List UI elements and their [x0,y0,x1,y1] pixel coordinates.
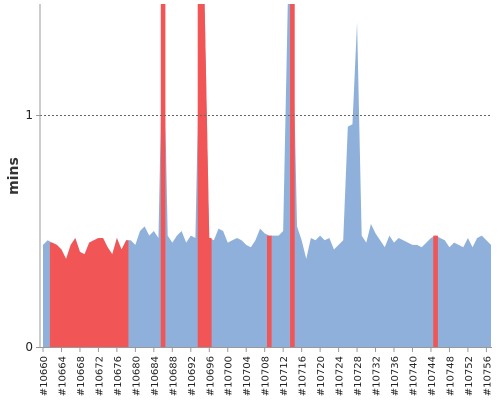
x-tick-label: #10724 [335,356,346,396]
x-tick-label: #10676 [113,356,124,396]
failed-build-segment [160,4,166,347]
duration-area [43,4,491,347]
x-tick-label: #10728 [353,356,364,396]
x-tick-label: #10752 [464,356,475,396]
x-tick-label: #10700 [224,356,235,396]
y-tick-label: 1 [25,108,33,122]
y-tick-label: 0 [25,340,33,354]
x-ticks: #10660 #10664 #10668 #10672 #10676 #10680 #106… [39,348,493,396]
failed-build-segment [290,4,295,347]
y-ticks: 01 [25,108,40,354]
x-tick-label: #10732 [372,356,383,396]
x-tick-label: #10680 [131,356,142,396]
x-tick-label: #10664 [58,356,69,396]
failed-build-segment [267,235,272,347]
x-tick-label: #10716 [298,356,309,396]
x-tick-label: #10692 [187,356,198,396]
x-tick-label: #10736 [390,356,401,396]
plot-area [43,4,491,347]
x-tick-label: #10668 [76,356,87,396]
axes [39,4,492,348]
x-tick-label: #10704 [242,356,253,396]
x-tick-label: #10756 [482,356,493,396]
failed-build-segment [49,237,129,347]
y-axis-label: mins [6,157,22,195]
x-tick-label: #10660 [39,356,50,396]
x-tick-label: #10696 [205,356,216,396]
x-tick-label: #10720 [316,356,327,396]
x-tick-label: #10708 [261,356,272,396]
x-tick-label: #10684 [150,356,161,396]
x-tick-label: #10744 [427,356,438,396]
x-tick-label: #10672 [94,356,105,396]
x-tick-label: #10688 [168,356,179,396]
x-tick-label: #10748 [445,356,456,396]
failed-build-segment [433,235,438,347]
failed-build-segment [197,4,212,347]
x-tick-label: #10712 [279,356,290,396]
x-tick-label: #10740 [409,356,420,396]
